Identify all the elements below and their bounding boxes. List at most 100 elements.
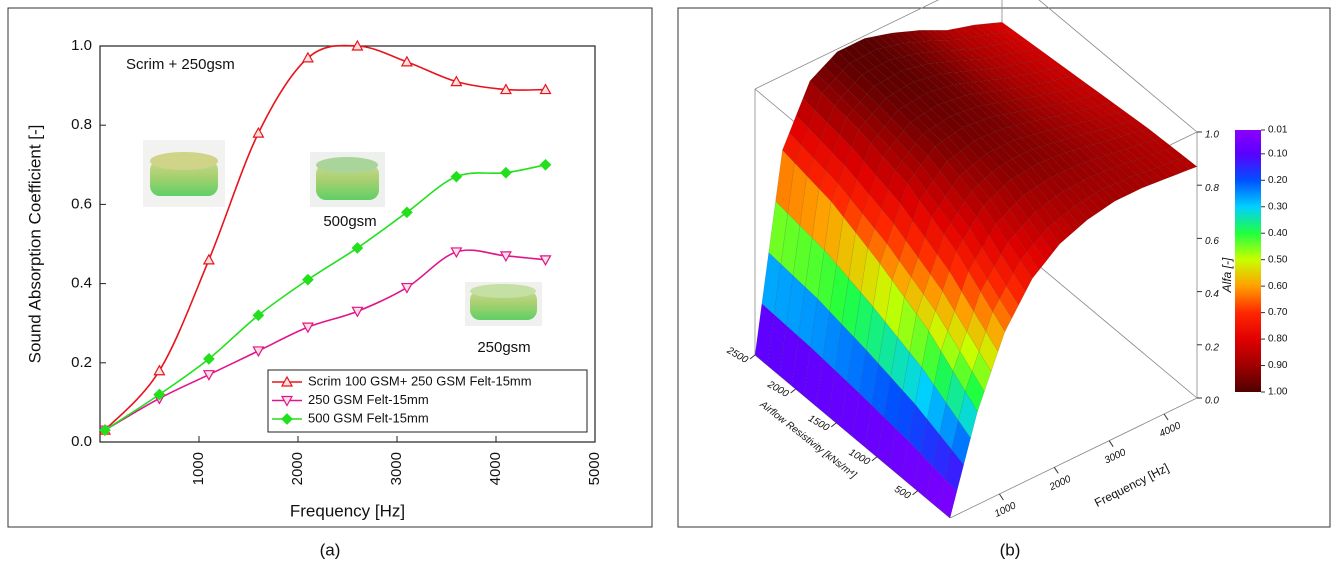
surface-patch: [914, 65, 935, 78]
data-point: [203, 352, 215, 365]
surface-patch: [1170, 159, 1191, 173]
surface-patch: [1048, 196, 1069, 218]
colorbar-label: 0.80: [1268, 334, 1288, 345]
surface-patch: [875, 156, 896, 191]
y-tick-label: 0.2: [71, 354, 92, 371]
surface-patch: [787, 162, 808, 227]
surface-patch: [909, 313, 929, 368]
surface-patch: [999, 285, 1019, 319]
surface-patch: [917, 236, 938, 275]
surface-patch: [1058, 152, 1079, 169]
photo: [465, 282, 542, 326]
surface-patch: [1071, 98, 1092, 111]
x-tick-label: 4000: [487, 452, 504, 485]
box-edge: [1038, 0, 1198, 133]
surface-patch: [926, 180, 946, 208]
legend-label: Scrim 100 GSM+ 250 GSM Felt-15mm: [308, 373, 532, 388]
surface-patch: [1019, 85, 1040, 98]
surface-patch: [903, 121, 923, 144]
x-tick-label: 3000: [388, 452, 405, 485]
z-tick-label: 0.8: [1205, 183, 1219, 194]
surface-patch: [923, 108, 944, 126]
surface-patch: [789, 115, 809, 146]
y-tick: [749, 354, 756, 360]
surface-patch: [910, 117, 930, 135]
surface-patch: [853, 292, 874, 351]
surface-patch: [920, 418, 940, 467]
surface-patch: [1048, 67, 1069, 79]
surface-patch: [970, 106, 991, 121]
y-tick-label: 0.4: [71, 275, 92, 292]
colorbar-label: 0.01: [1268, 125, 1288, 136]
data-point: [153, 364, 166, 376]
surface-patch: [922, 129, 943, 147]
surface-patch: [903, 42, 924, 54]
surface-patch: [820, 122, 840, 154]
surface-patch: [897, 42, 918, 56]
surface-patch: [902, 351, 923, 405]
surface-patch: [891, 109, 911, 132]
box-edge: [949, 397, 1198, 519]
surface-patch: [974, 24, 995, 35]
data-point: [252, 346, 265, 358]
panel-label: (b): [1000, 540, 1021, 559]
surface-patch: [888, 428, 909, 478]
surface-patch: [884, 117, 904, 140]
surface-patch: [1117, 163, 1138, 178]
x-tick-label: 5000: [586, 452, 603, 485]
surface-patch: [899, 85, 920, 102]
photo: [143, 140, 225, 207]
surface-patch: [935, 61, 956, 74]
photo: [310, 152, 385, 207]
z-tick-label: 0.4: [1205, 289, 1219, 300]
y-tick-label: 0.6: [71, 195, 92, 212]
data-point: [400, 282, 413, 294]
surface-patch: [1012, 87, 1033, 99]
surface-patch: [942, 270, 962, 312]
surface-patch: [992, 90, 1013, 102]
colorbar-label: 0.10: [1268, 148, 1288, 159]
annotation: Scrim + 250gsm: [126, 56, 235, 73]
surface-patch: [1035, 118, 1056, 131]
data-point: [252, 309, 265, 322]
surface-patch: [974, 69, 995, 81]
surface-patch: [1156, 164, 1177, 178]
data-point: [202, 370, 215, 381]
colorbar-label: 0.20: [1268, 175, 1288, 186]
data-point: [202, 253, 215, 265]
surface-patch: [968, 122, 989, 138]
surface-patch: [958, 38, 979, 50]
surface-patch: [844, 147, 865, 181]
surface-patch: [1081, 197, 1102, 216]
surface-patch: [1102, 185, 1122, 202]
data-point: [450, 170, 463, 183]
panel-a-frame: [7, 7, 653, 528]
y-tick: [871, 456, 878, 462]
surface-patch: [919, 30, 940, 41]
surface-patch: [936, 50, 957, 62]
surface-patch: [1006, 139, 1027, 156]
surface-patch: [948, 132, 968, 152]
z-axis-title: Alfa [-]: [1220, 257, 1234, 293]
surface-patch: [795, 97, 816, 129]
surface-patch: [953, 150, 974, 171]
surface-patch: [813, 140, 833, 172]
surface-patch: [878, 97, 899, 119]
surface-patch: [967, 70, 988, 82]
x-tick: [1108, 440, 1114, 447]
surface-patch: [945, 84, 966, 98]
surface-patch: [888, 58, 909, 72]
surface-patch: [999, 31, 1021, 43]
surface-patch: [840, 381, 860, 437]
y-axis-title: Sound Absorption Coefficient [-]: [25, 125, 44, 364]
data-point: [401, 206, 413, 219]
surface-patch: [939, 86, 959, 101]
surface-patch: [913, 79, 933, 94]
surface-patch: [961, 70, 982, 83]
x-tick: [998, 493, 1004, 501]
colorbar-label: 1.00: [1268, 387, 1288, 398]
surface-patch: [964, 190, 984, 218]
surface-patch: [912, 30, 933, 42]
surface-patch: [952, 83, 973, 96]
data-point: [500, 166, 512, 179]
